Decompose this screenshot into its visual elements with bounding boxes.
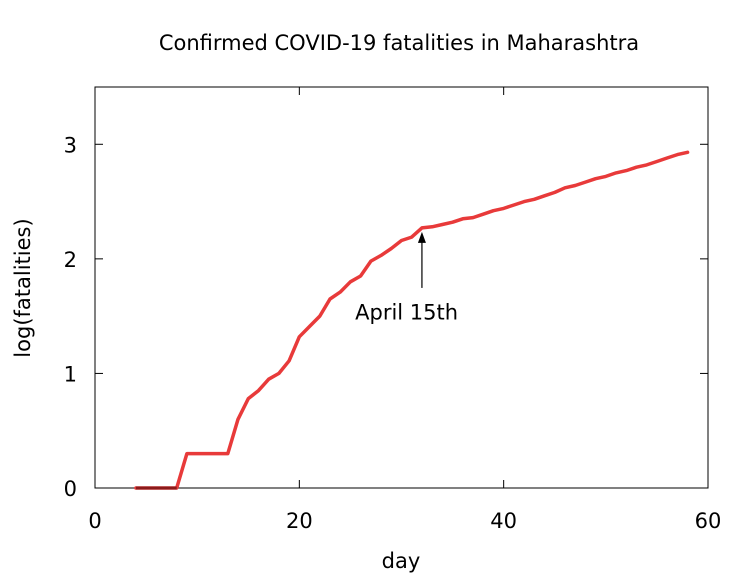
x-axis: 0 20 40 60	[88, 87, 721, 533]
plot-frame	[94, 86, 709, 489]
x-tick-label: 40	[490, 509, 517, 533]
series-group	[134, 150, 690, 490]
y-tick-label: 3	[64, 133, 77, 157]
annotation-label: April 15th	[355, 301, 458, 325]
x-axis-label: day	[382, 549, 421, 573]
y-tick-label: 0	[64, 477, 77, 501]
series-line	[134, 150, 690, 490]
annotation-arrow-head	[417, 231, 426, 243]
y-tick-label: 2	[64, 248, 77, 272]
y-axis: 0 1 2 3	[64, 133, 708, 501]
x-tick-label: 20	[286, 509, 313, 533]
x-tick-label: 0	[88, 509, 101, 533]
x-tick-label: 60	[695, 509, 722, 533]
chart-title: Confirmed COVID-19 fatalities in Maharas…	[159, 31, 639, 55]
y-tick-label: 1	[64, 362, 77, 386]
y-axis-label: log(fatalities)	[11, 218, 35, 357]
annotation-group: April 15th	[355, 231, 458, 325]
